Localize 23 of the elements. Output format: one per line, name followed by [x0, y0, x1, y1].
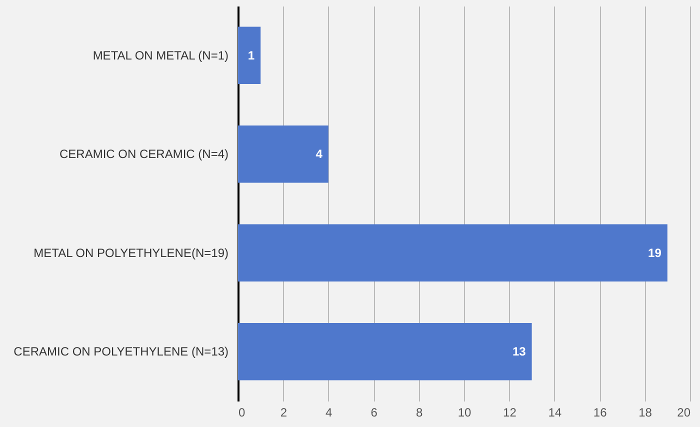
- y-tick-label: CERAMIC ON CERAMIC (N=4): [59, 147, 228, 162]
- x-tick-label: 20: [677, 406, 691, 420]
- data-label: 4: [316, 147, 323, 162]
- data-label: 19: [648, 246, 662, 260]
- y-tick-label: METAL ON POLYETHYLENE(N=19): [34, 246, 228, 260]
- x-tick-label: 16: [593, 406, 608, 420]
- x-tick-label: 12: [503, 406, 517, 420]
- data-label: 1: [248, 48, 255, 62]
- x-tick-label: 8: [416, 406, 423, 420]
- y-tick-label: CERAMIC ON POLYETHYLENE (N=13): [14, 344, 229, 359]
- x-tick-label: 14: [548, 406, 562, 420]
- x-tick-label: 10: [458, 406, 472, 420]
- y-tick-label: METAL ON METAL (N=1): [92, 48, 228, 62]
- x-tick-label: 2: [280, 406, 288, 420]
- x-tick-label: 6: [370, 406, 378, 420]
- bar: [238, 26, 261, 84]
- bar: [238, 125, 328, 183]
- bar: [238, 322, 532, 380]
- x-tick-label: 0: [238, 406, 246, 420]
- x-tick-label: 4: [326, 406, 333, 420]
- x-tick-label: 18: [638, 406, 652, 420]
- data-label: 13: [512, 344, 526, 359]
- bar: [238, 224, 668, 282]
